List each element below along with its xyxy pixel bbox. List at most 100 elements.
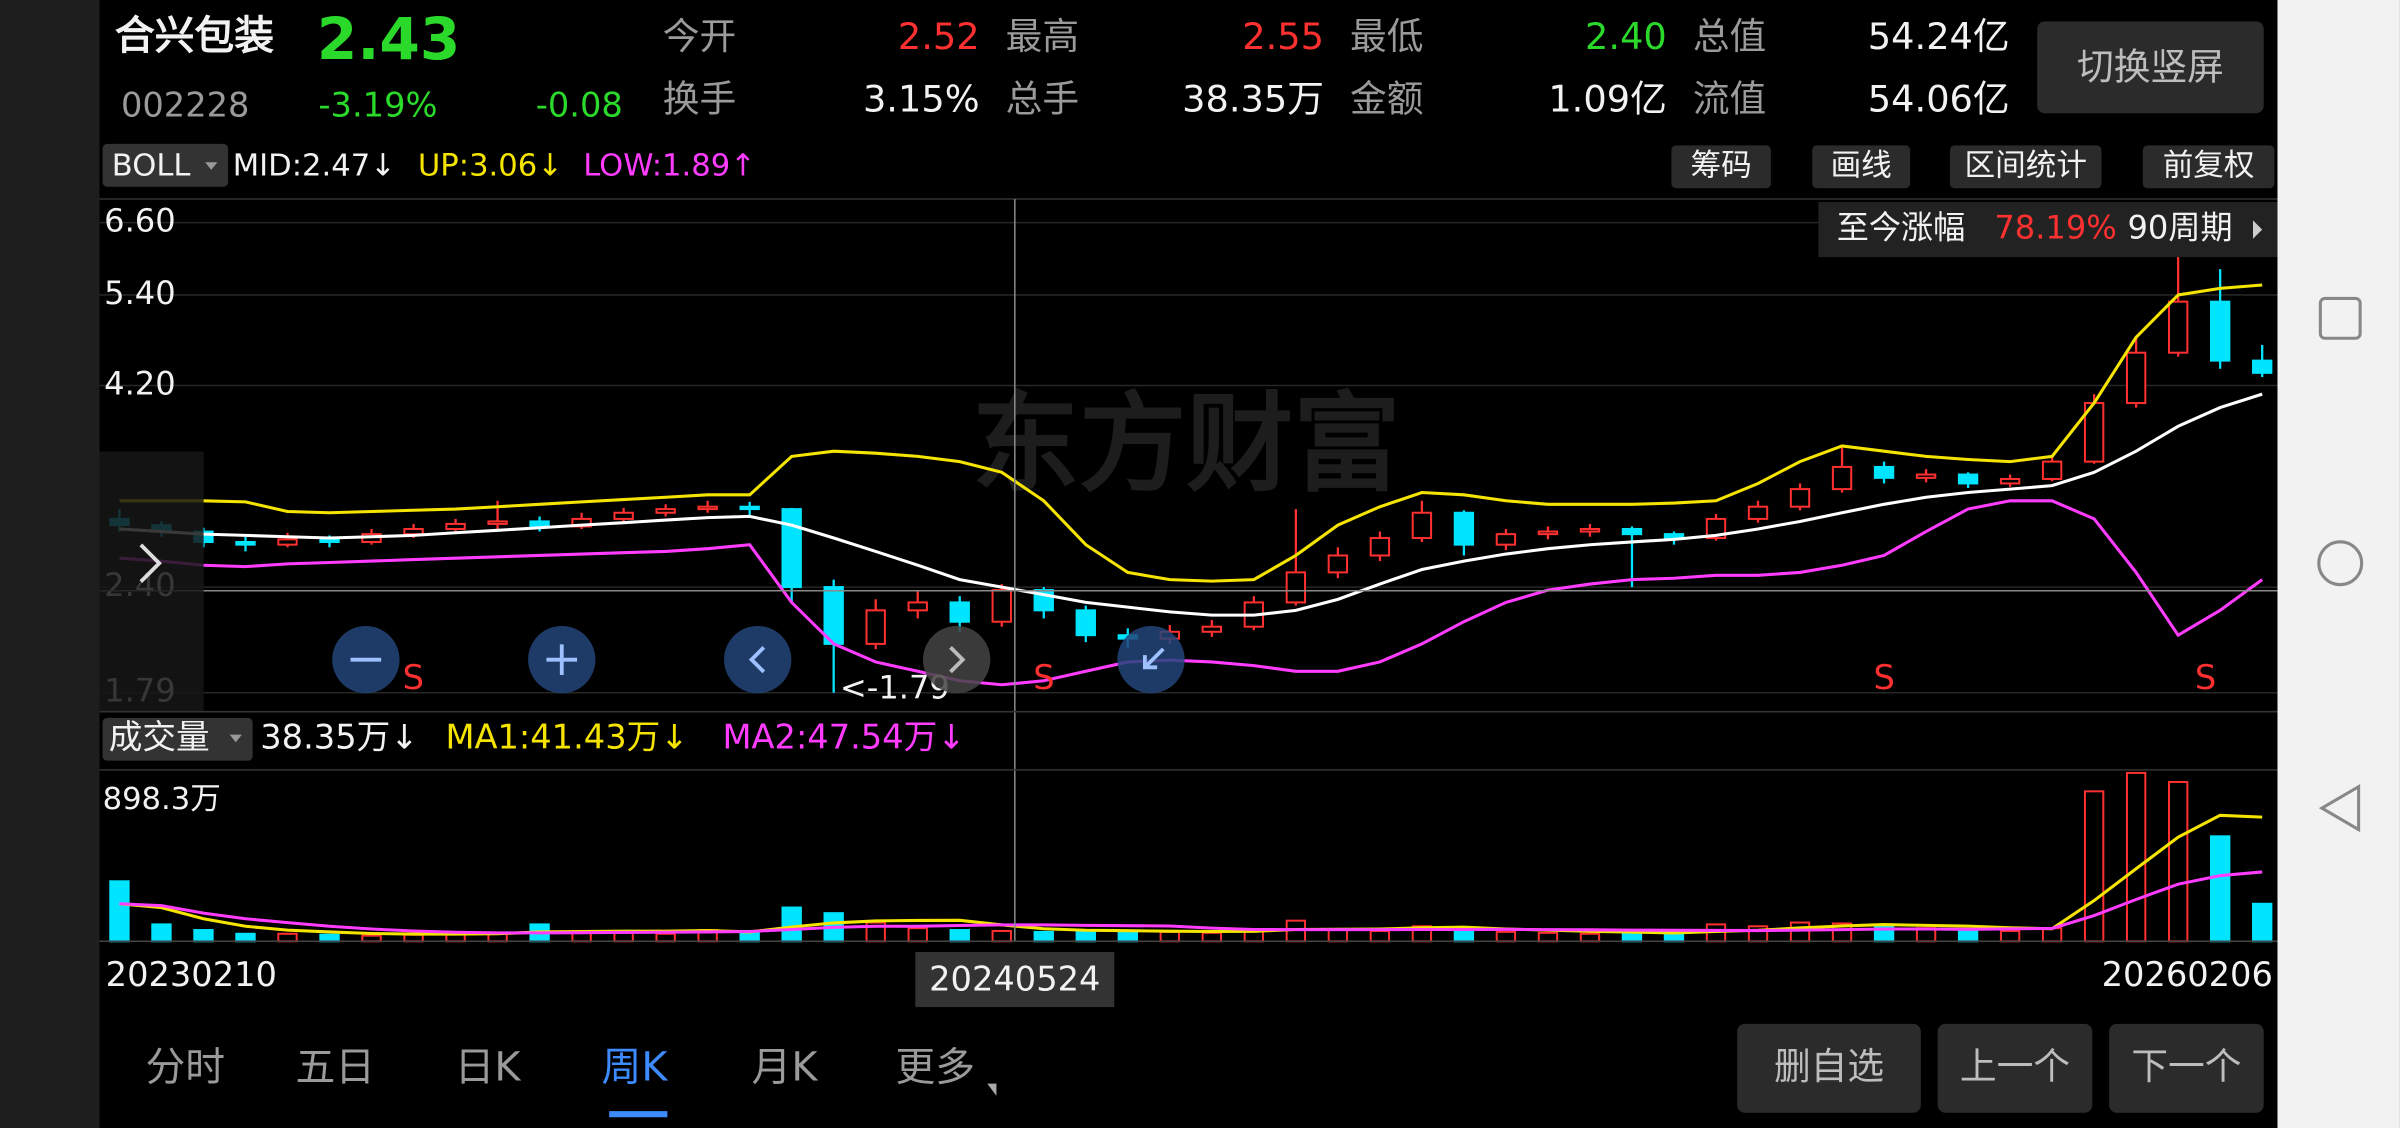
candle-body [1789,488,1811,508]
candle-body [1369,537,1391,557]
candle-body [445,522,466,530]
candle-body [949,601,970,623]
signal-marker: S [2195,658,2216,697]
range-arrow[interactable] [2253,220,2263,239]
volume-name: 成交量 [109,718,210,757]
candle-body [2125,351,2147,405]
expand-chevron[interactable] [139,543,162,583]
date-start: 20230210 [106,955,277,994]
tab[interactable]: 五日 [295,1044,375,1090]
volume-select[interactable] [102,717,253,761]
stat-label: 换手 [663,78,736,121]
tool-button[interactable] [1812,145,1911,189]
stock-name: 合兴包装 [115,13,274,59]
candle-body [1285,571,1307,604]
volume-bar [235,932,256,943]
range-period: 90周期 [2128,209,2233,247]
candle-body [1201,625,1223,633]
candle-body [655,508,676,514]
action-button[interactable] [1937,1023,2093,1113]
nav-back[interactable] [2318,784,2361,833]
dropdown-arrow [229,734,242,743]
candle-body [1495,533,1517,546]
tab[interactable]: 月K [752,1044,819,1090]
tool-button[interactable] [1949,145,2102,189]
zoom-controls [332,625,1185,694]
tool-button[interactable] [1671,145,1771,189]
candle-body [277,538,298,546]
left-icon [748,646,766,674]
volume-bar [1201,931,1223,943]
volume-bar [361,934,382,943]
volume-bar [151,923,172,943]
volume-bar [1789,921,1811,943]
volume-bar [193,929,214,943]
volume-ma2: MA2:47.54万↓ [722,718,965,757]
volume-bar [2125,771,2147,943]
candle-body [1915,473,1937,479]
action-label: 删自选 [1774,1045,1884,1088]
stat-value: 2.52 [898,15,980,58]
stat-value: 2.40 [1585,15,1667,58]
volume-bar [2209,835,2231,943]
stat-value: 3.15% [863,78,980,121]
tab[interactable]: 更多 [895,1044,975,1090]
action-button[interactable] [2109,1023,2264,1113]
volume-bar [1327,929,1349,943]
action-button[interactable] [1737,1023,1921,1113]
signal-marker: S [403,658,424,697]
candle-body [235,540,256,546]
actions: 删自选 上一个 下一个 [1737,1023,2264,1113]
date-cursor: 20240524 [929,960,1100,999]
tab[interactable]: 日K [455,1044,522,1090]
candle-body [403,527,424,536]
indicator-select[interactable] [102,143,229,187]
right-icon [949,646,966,674]
stat-value: 54.06亿 [1868,78,2010,121]
candle-body [1747,505,1769,520]
y-tick-label: 5.40 [104,274,176,312]
stat-value: 1.09亿 [1548,78,1666,121]
tool-button[interactable] [2142,145,2275,189]
volume-bar [907,927,928,943]
move-left[interactable] [724,625,792,694]
stat-value: 38.35万 [1182,78,1324,121]
stat-label: 总手 [1006,78,1079,121]
change: -0.08 [536,86,623,125]
candle-body [823,586,844,645]
volume-bar [1495,930,1517,943]
rotate-button-label: 切换竖屏 [2077,45,2224,88]
candle-body [529,520,550,528]
zoom-icons [350,644,1165,675]
candle-body [1411,511,1433,540]
volume-ma1: MA1:41.43万↓ [445,718,688,757]
candle-body [487,520,508,525]
candle-body [613,511,634,520]
nav-recent[interactable] [2318,296,2362,340]
volume-bar [1033,930,1054,943]
candle-body [865,609,886,645]
move-right[interactable] [922,625,991,694]
boll-up: UP:3.06↓ [418,148,563,183]
stat-label: 最高 [1006,15,1079,58]
candle-body [1873,465,1895,479]
candle-body [1453,511,1475,546]
volume-bar [655,932,676,943]
volume-bar [1579,932,1601,943]
candle-body [1957,473,1979,485]
rotate-button[interactable] [2037,21,2264,114]
candle-body [1075,609,1096,637]
indicator-line [119,283,2263,583]
candle-body [2209,300,2231,362]
tab[interactable]: 周K [602,1044,669,1090]
volume-bar [1159,930,1180,943]
action-label: 下一个 [2131,1045,2241,1088]
range-label: 至今涨幅 [1837,209,1966,247]
volume-bar [2167,780,2189,943]
nav-home[interactable] [2317,540,2364,587]
tab[interactable]: 分时 [145,1044,225,1090]
tool-label: 筹码 [1691,148,1752,183]
candle-body [991,589,1012,623]
